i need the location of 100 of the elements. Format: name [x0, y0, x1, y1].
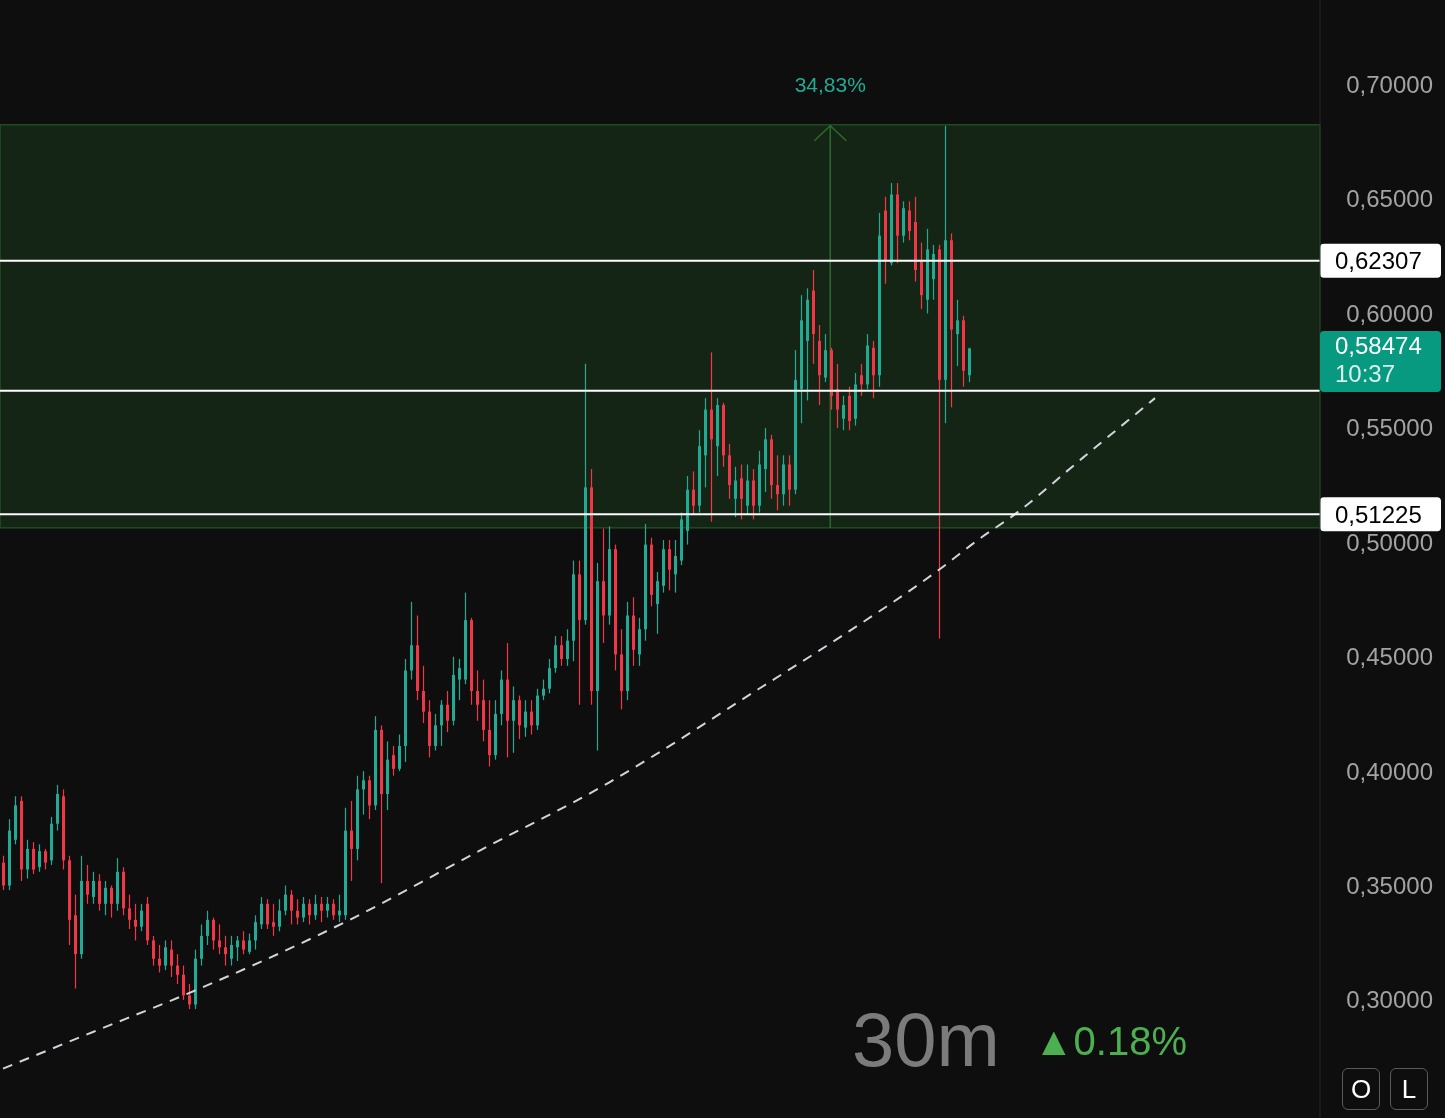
- candlestick: [20, 795, 23, 882]
- annotation: ▲0.18%: [1034, 1019, 1188, 1063]
- candlestick: [620, 628, 623, 710]
- candlestick: [932, 244, 935, 301]
- candlestick: [212, 916, 215, 951]
- text: 30m: [852, 997, 1000, 1082]
- candlestick: [302, 896, 305, 923]
- candlestick: [218, 923, 221, 955]
- candlestick: [56, 784, 59, 832]
- candlestick: [392, 745, 395, 777]
- candlestick: [710, 351, 713, 523]
- candlestick: [896, 182, 899, 264]
- candlestick: [740, 463, 743, 521]
- candlestick: [164, 939, 167, 971]
- candlestick: [830, 347, 833, 411]
- candlestick: [686, 475, 689, 546]
- candlestick: [440, 699, 443, 747]
- y-tick-label: 0,30000: [1346, 986, 1433, 1014]
- candlestick: [458, 658, 461, 701]
- y-tick-label: 0,55000: [1346, 414, 1433, 442]
- candlestick: [92, 871, 95, 905]
- ref-line-label: 0,51225: [1335, 500, 1422, 528]
- candlestick: [344, 807, 347, 921]
- candlestick: [818, 324, 821, 406]
- candlestick: [368, 775, 371, 820]
- candlestick: [956, 299, 959, 367]
- candlestick: [608, 525, 611, 626]
- candlestick: [362, 770, 365, 816]
- candlestick: [770, 434, 773, 500]
- candlestick: [638, 617, 641, 667]
- candlestick: [158, 944, 161, 974]
- candlestick: [176, 953, 179, 985]
- candlestick: [584, 363, 587, 626]
- candlestick: [44, 848, 47, 871]
- candlestick: [920, 241, 923, 310]
- candlestick: [926, 228, 929, 315]
- candlestick: [464, 592, 467, 685]
- candlestick: [902, 200, 905, 244]
- candlestick: [290, 889, 293, 926]
- candlestick: [872, 340, 875, 399]
- candlestick: [476, 669, 479, 722]
- candlestick: [860, 363, 863, 397]
- candlestick: [326, 896, 329, 919]
- candlestick: [434, 713, 437, 752]
- candlestick: [386, 740, 389, 811]
- candlestick: [578, 560, 581, 706]
- candlestick: [722, 402, 725, 468]
- y-tick-label: 0,70000: [1346, 71, 1433, 99]
- candlestick: [182, 965, 185, 1001]
- candlestick: [488, 699, 491, 768]
- y-tick-label: 0,65000: [1346, 185, 1433, 213]
- candlestick: [116, 857, 119, 912]
- candlestick: [962, 315, 965, 388]
- candlestick: [32, 841, 35, 875]
- candlestick: [50, 816, 53, 866]
- text: 0,58474 10:37: [1335, 332, 1423, 389]
- candlestick: [968, 347, 971, 383]
- candlestick: [806, 287, 809, 402]
- candlestick: [194, 948, 197, 1010]
- candlestick: [866, 333, 869, 390]
- y-tick-label: 0,60000: [1346, 299, 1433, 327]
- candlestick: [908, 200, 911, 241]
- candlestick: [254, 914, 257, 951]
- candlestick: [524, 699, 527, 738]
- candlestick: [470, 617, 473, 706]
- candlestick: [62, 788, 65, 871]
- y-tick-label: 0,45000: [1346, 643, 1433, 671]
- candlestick: [446, 690, 449, 733]
- candlestick: [314, 894, 317, 921]
- candlestick: [68, 855, 71, 946]
- candlestick: [800, 294, 803, 424]
- candlestick: [554, 635, 557, 674]
- candlestick: [512, 685, 515, 754]
- y-tick-label: 0,50000: [1346, 528, 1433, 556]
- candlestick: [890, 182, 893, 267]
- candlestick: [914, 196, 917, 283]
- candlestick: [452, 656, 455, 726]
- candlestick: [416, 614, 419, 701]
- candlestick: [530, 699, 533, 736]
- candlestick: [794, 349, 797, 495]
- candlestick: [320, 896, 323, 923]
- candlestick: [140, 903, 143, 932]
- candlestick: [308, 898, 311, 926]
- candlestick: [38, 843, 41, 873]
- candlestick: [632, 596, 635, 667]
- candlestick: [782, 454, 785, 507]
- band-label: 34,83%: [794, 73, 866, 97]
- candlestick: [668, 539, 671, 591]
- candlestick: [842, 395, 845, 431]
- candlestick: [518, 695, 521, 740]
- candlestick: [482, 678, 485, 742]
- candlestick: [938, 244, 941, 639]
- candlestick: [284, 884, 287, 916]
- candlestick: [104, 880, 107, 916]
- candlestick: [74, 894, 77, 990]
- candlestick: [272, 903, 275, 937]
- candlestick: [128, 894, 131, 930]
- candlestick: [236, 935, 239, 962]
- candlestick: [626, 601, 629, 701]
- candlestick: [14, 795, 17, 845]
